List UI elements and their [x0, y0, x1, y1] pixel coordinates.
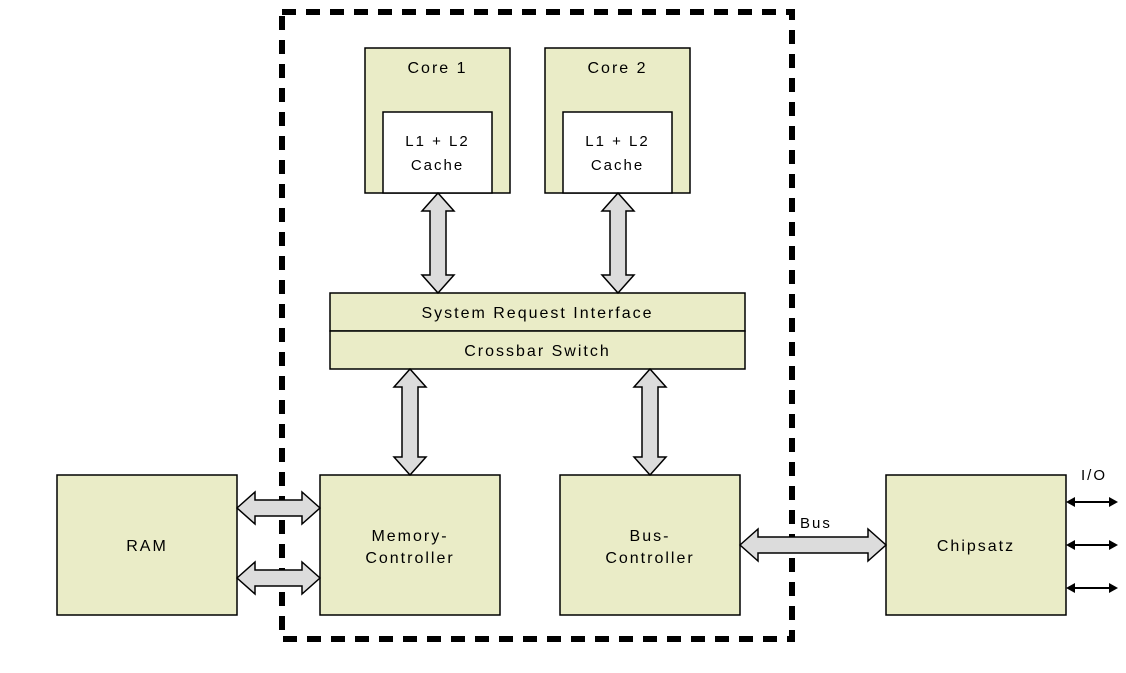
io-arrowhead-l-io-1	[1066, 497, 1075, 507]
busctl-label-2: Controller	[605, 550, 694, 567]
arrow-ram-memctl-2	[237, 562, 320, 594]
io-arrowhead-l-io-2	[1066, 540, 1075, 550]
l1l2_b-block	[563, 112, 672, 193]
arrow-ram-memctl-1	[237, 492, 320, 524]
arrow-xbar-memctl	[394, 369, 426, 475]
io-arrowhead-r-io-1	[1109, 497, 1118, 507]
bus-label: Bus	[800, 515, 832, 532]
arrow-busctl-chip	[740, 529, 886, 561]
arrow-core2-sri	[602, 193, 634, 293]
l1l2_b-l2: Cache	[591, 157, 644, 174]
busctl-block	[560, 475, 740, 615]
ram-label: RAM	[126, 538, 168, 555]
arrow-xbar-busctl	[634, 369, 666, 475]
io-arrowhead-r-io-3	[1109, 583, 1118, 593]
io-arrowhead-l-io-3	[1066, 583, 1075, 593]
xbar-label: Crossbar Switch	[464, 343, 610, 360]
arrow-core1-sri	[422, 193, 454, 293]
l1l2_a-block	[383, 112, 492, 193]
memctl-block	[320, 475, 500, 615]
io-label: I/O	[1081, 467, 1107, 484]
io-arrowhead-r-io-2	[1109, 540, 1118, 550]
sri-label: System Request Interface	[421, 305, 653, 322]
core2-label: Core 2	[587, 60, 647, 77]
memctl-label-1: Memory-	[371, 528, 448, 545]
chipsatz-label: Chipsatz	[937, 538, 1015, 555]
l1l2_a-l2: Cache	[411, 157, 464, 174]
l1l2_a-l1: L1 + L2	[405, 133, 469, 150]
core1-label: Core 1	[407, 60, 467, 77]
l1l2_b-l1: L1 + L2	[585, 133, 649, 150]
memctl-label-2: Controller	[365, 550, 454, 567]
busctl-label-1: Bus-	[630, 528, 671, 545]
